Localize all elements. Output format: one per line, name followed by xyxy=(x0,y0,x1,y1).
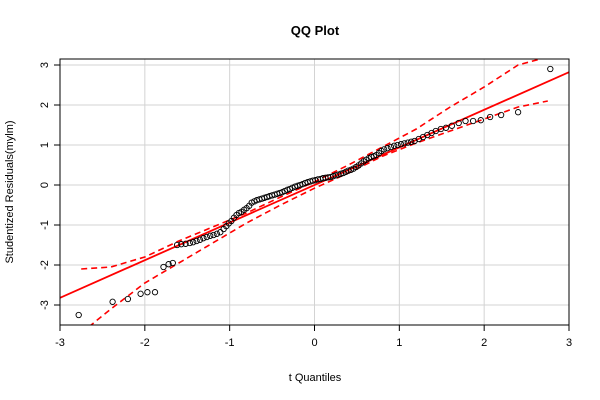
data-point xyxy=(217,229,224,236)
data-point xyxy=(497,111,505,119)
x-tick-label: 0 xyxy=(311,337,317,349)
data-point xyxy=(169,259,176,267)
data-point xyxy=(193,237,200,245)
y-axis: -3 -2 -1 0 1 2 3 xyxy=(39,62,60,310)
data-point xyxy=(173,241,181,249)
data-point xyxy=(210,231,217,239)
data-point xyxy=(394,141,401,149)
data-point xyxy=(462,117,469,125)
data-point xyxy=(165,261,172,268)
data-points xyxy=(75,65,554,319)
data-point xyxy=(182,240,189,247)
y-tick-label: 2 xyxy=(39,102,51,108)
data-point xyxy=(137,290,144,297)
data-point xyxy=(404,139,411,146)
confidence-envelope xyxy=(81,59,548,325)
data-point xyxy=(190,239,197,246)
x-tick-label: 3 xyxy=(566,337,572,349)
data-point xyxy=(178,241,185,248)
data-point xyxy=(547,65,554,73)
y-tick-label: -1 xyxy=(39,220,51,230)
y-axis-label: Studentized Residuals(mylm) xyxy=(4,120,16,263)
data-point xyxy=(408,138,415,145)
x-axis: -3 -2 -1 0 1 2 3 xyxy=(55,325,572,349)
y-tick-label: -3 xyxy=(39,300,51,310)
grid xyxy=(59,59,570,325)
data-point xyxy=(196,236,204,243)
data-point xyxy=(514,109,522,116)
x-tick-label: -3 xyxy=(55,337,65,349)
data-point xyxy=(469,117,477,125)
data-point xyxy=(455,119,462,127)
data-point xyxy=(397,141,405,148)
x-axis-label: t Quantiles xyxy=(289,372,342,384)
data-point xyxy=(203,233,210,241)
data-point xyxy=(477,117,484,124)
data-point xyxy=(160,263,167,271)
data-point xyxy=(401,140,408,147)
data-point xyxy=(124,295,132,303)
envelope-upper-line xyxy=(81,59,544,270)
data-point xyxy=(75,311,82,319)
x-tick-label: 2 xyxy=(481,337,487,349)
data-point xyxy=(442,124,450,131)
x-tick-label: -2 xyxy=(140,337,150,349)
data-point xyxy=(151,289,159,296)
data-point xyxy=(213,230,221,237)
y-tick-label: 3 xyxy=(39,62,51,68)
data-point xyxy=(391,142,398,149)
data-point xyxy=(207,232,214,239)
data-point xyxy=(387,143,395,151)
data-point xyxy=(448,122,456,129)
x-tick-label: -1 xyxy=(225,337,235,349)
data-point xyxy=(384,145,391,152)
y-tick-label: 1 xyxy=(39,142,51,148)
data-point xyxy=(109,298,116,305)
y-tick-label: 0 xyxy=(39,182,51,188)
y-tick-label: -2 xyxy=(39,260,51,270)
data-point xyxy=(186,239,193,247)
reference-line xyxy=(60,71,569,299)
data-point xyxy=(200,235,207,242)
chart-title: QQ Plot xyxy=(291,23,340,38)
data-point xyxy=(486,113,494,121)
data-point xyxy=(144,289,151,296)
envelope-lower-line xyxy=(89,100,548,325)
reference-line-group xyxy=(60,71,569,299)
data-point xyxy=(380,146,388,153)
x-tick-label: 1 xyxy=(396,337,402,349)
